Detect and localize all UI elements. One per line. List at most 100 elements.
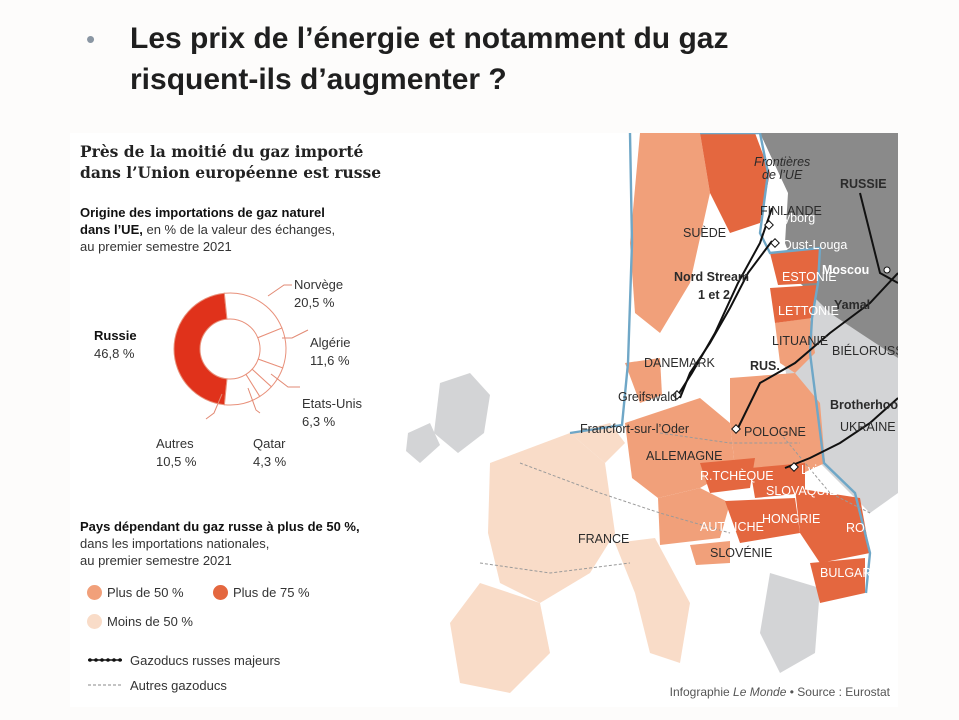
austria-shape bbox=[658, 488, 730, 545]
map-label-nord-stream-1: Nord Stream bbox=[674, 270, 749, 284]
nord-stream bbox=[677, 207, 773, 396]
map-label-russie: RUSSIE bbox=[840, 177, 887, 191]
donut-chart bbox=[173, 284, 309, 420]
ireland-shape bbox=[406, 423, 440, 463]
donut-slice-russie bbox=[173, 292, 228, 406]
nord-stream-2 bbox=[679, 240, 773, 399]
heading-line-1: Près de la moitié du gaz importé bbox=[80, 142, 364, 161]
map-label-bulgarie: BULGARIE bbox=[820, 566, 883, 580]
title-line-2: risquent-ils d’augmenter ? bbox=[130, 63, 507, 96]
map-label-brotherhood: Brotherhood bbox=[830, 398, 898, 412]
credit: Infographie Le Monde • Source : Eurostat bbox=[670, 685, 890, 699]
marker-francfort bbox=[731, 424, 741, 434]
map-label-roumanie: ROUMANIE bbox=[846, 521, 898, 535]
balkans-shape bbox=[760, 573, 820, 673]
slovakia-shape bbox=[750, 463, 805, 498]
denmark-shape bbox=[625, 358, 662, 403]
other-pipelines bbox=[479, 432, 871, 574]
map-label-pologne: POLOGNE bbox=[744, 425, 806, 439]
legend-over75: Plus de 75 % bbox=[233, 585, 310, 600]
map-label-slovenie: SLOVÉNIE bbox=[710, 545, 773, 560]
label-algerie: Algérie bbox=[310, 335, 351, 350]
heading-line-2: dans l’Union européenne est russe bbox=[80, 163, 382, 182]
legend-over50: Plus de 50 % bbox=[107, 585, 184, 600]
legend-under50: Moins de 50 % bbox=[107, 614, 193, 629]
hungary-shape bbox=[725, 498, 800, 543]
donut-leaders bbox=[205, 284, 309, 420]
map-label-vyborg: Vyborg bbox=[776, 211, 815, 225]
value-russie: 46,8 % bbox=[94, 346, 135, 361]
value-norvege: 20,5 % bbox=[294, 295, 335, 310]
map-label-finlande: FINLANDE bbox=[760, 204, 822, 218]
bulgaria-shape bbox=[810, 558, 865, 603]
legend-head-line-3: au premier semestre 2021 bbox=[80, 553, 232, 568]
credit-pre: Infographie bbox=[669, 685, 734, 699]
north-pipeline bbox=[859, 192, 898, 284]
under50-countries bbox=[450, 423, 690, 693]
map-label-yamal: Yamal bbox=[834, 298, 870, 312]
russia-area bbox=[760, 133, 898, 358]
map-label-frontieres-1: Frontières bbox=[754, 155, 810, 169]
map-label-autriche: AUTRICHE bbox=[700, 520, 764, 534]
map-label-lituanie: LITUANIE bbox=[772, 334, 828, 348]
over75-countries bbox=[700, 133, 870, 603]
map-label-frontieres-2: de l’UE bbox=[762, 168, 803, 182]
estonia-shape bbox=[770, 248, 820, 285]
pipeline-major-sample bbox=[88, 658, 122, 662]
map-label-lviv: Lviv bbox=[801, 463, 824, 477]
marker-greifswald bbox=[672, 390, 682, 400]
legend-pipelines-other: Autres gazoducs bbox=[130, 678, 227, 693]
left-panel: Près de la moitié du gaz importé dans l’… bbox=[70, 133, 400, 707]
czechia-shape bbox=[700, 458, 755, 493]
marker-vyborg bbox=[764, 220, 774, 230]
europe-map: Frontières de l’UE RUSSIE FINLANDE SUÈDE… bbox=[400, 133, 898, 707]
donut-slices bbox=[173, 292, 287, 406]
swatch-over75 bbox=[213, 585, 228, 600]
yamal-pipeline bbox=[737, 272, 898, 429]
label-autres: Autres bbox=[156, 436, 194, 451]
eu-border bbox=[569, 133, 872, 594]
value-algerie: 11,6 % bbox=[310, 353, 350, 368]
slovenia-shape bbox=[690, 541, 730, 565]
city-markers bbox=[672, 220, 891, 472]
map-label-nord-stream-2: 1 et 2 bbox=[698, 288, 730, 302]
brotherhood-pipeline bbox=[784, 397, 898, 469]
map-label-oust-louga: Oust-Louga bbox=[782, 238, 847, 252]
sweden-shape bbox=[630, 133, 710, 333]
lithuania-shape bbox=[775, 318, 815, 373]
map-label-danemark: DANEMARK bbox=[644, 356, 716, 370]
legend-pipelines-major: Gazoducs russes majeurs bbox=[130, 653, 281, 668]
romania-shape bbox=[795, 488, 870, 563]
map-label-estonie: ESTONIE bbox=[782, 270, 837, 284]
marker-moscou bbox=[883, 266, 891, 274]
sub-line-2-rest: en % de la valeur des échanges, bbox=[142, 222, 336, 237]
map-label-ukraine: UKRAINE bbox=[840, 420, 896, 434]
credit-post: • Source : Eurostat bbox=[786, 685, 890, 699]
poland-shape bbox=[730, 373, 825, 478]
italy-shape bbox=[615, 538, 690, 663]
legend-head-line-2: dans les importations nationales, bbox=[80, 536, 270, 551]
map-label-moscou: Moscou bbox=[822, 263, 869, 277]
map-label-allemagne: ALLEMAGNE bbox=[646, 449, 722, 463]
infographic: Près de la moitié du gaz importé dans l’… bbox=[70, 133, 898, 707]
legend-head-line-1: Pays dépendant du gaz russe à plus de 50… bbox=[80, 519, 360, 534]
label-etats-unis: Etats-Unis bbox=[302, 396, 362, 411]
marker-oust-louga bbox=[770, 238, 780, 248]
swatch-over50 bbox=[87, 585, 102, 600]
map-label-lettonie: LETTONIE bbox=[778, 304, 839, 318]
title-text: Les prix de l’énergie et notamment du ga… bbox=[130, 18, 728, 100]
swatch-under50 bbox=[87, 614, 102, 629]
bullet-dot: • bbox=[86, 24, 96, 54]
map-label-rus: RUS. bbox=[750, 359, 780, 373]
map-label-bielorussie: BIÉLORUSSIE bbox=[832, 343, 898, 358]
latvia-shape bbox=[770, 285, 818, 323]
map-label-france: FRANCE bbox=[578, 532, 629, 546]
marker-lviv bbox=[789, 462, 799, 472]
sub-line-3: au premier semestre 2021 bbox=[80, 239, 232, 254]
title-line-1: Les prix de l’énergie et notamment du ga… bbox=[130, 22, 729, 55]
map-label-suede: SUÈDE bbox=[683, 225, 726, 240]
label-qatar: Qatar bbox=[253, 436, 286, 451]
label-russie: Russie bbox=[94, 328, 137, 343]
map-label-greifswald: Greifswald bbox=[618, 390, 677, 404]
map-label-francfort: Francfort-sur-l’Oder bbox=[580, 422, 689, 436]
